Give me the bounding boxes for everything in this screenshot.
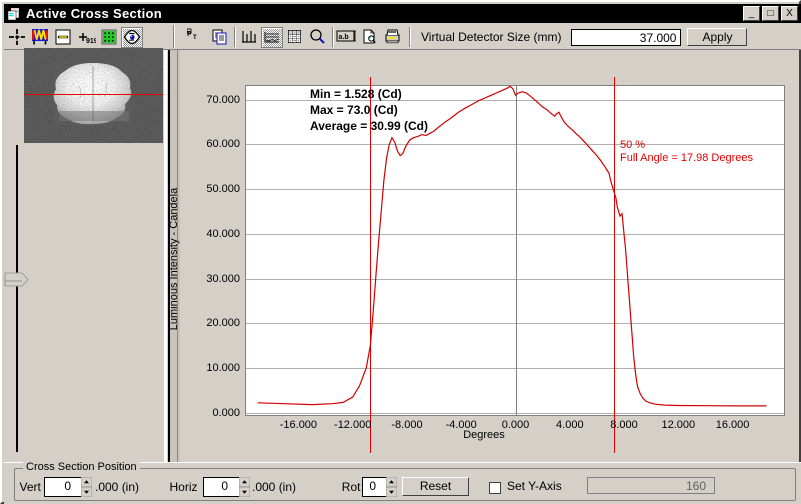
svg-text:919: 919 — [86, 38, 96, 45]
svg-text:a.b: a.b — [339, 34, 349, 41]
svg-text:T: T — [193, 35, 197, 41]
